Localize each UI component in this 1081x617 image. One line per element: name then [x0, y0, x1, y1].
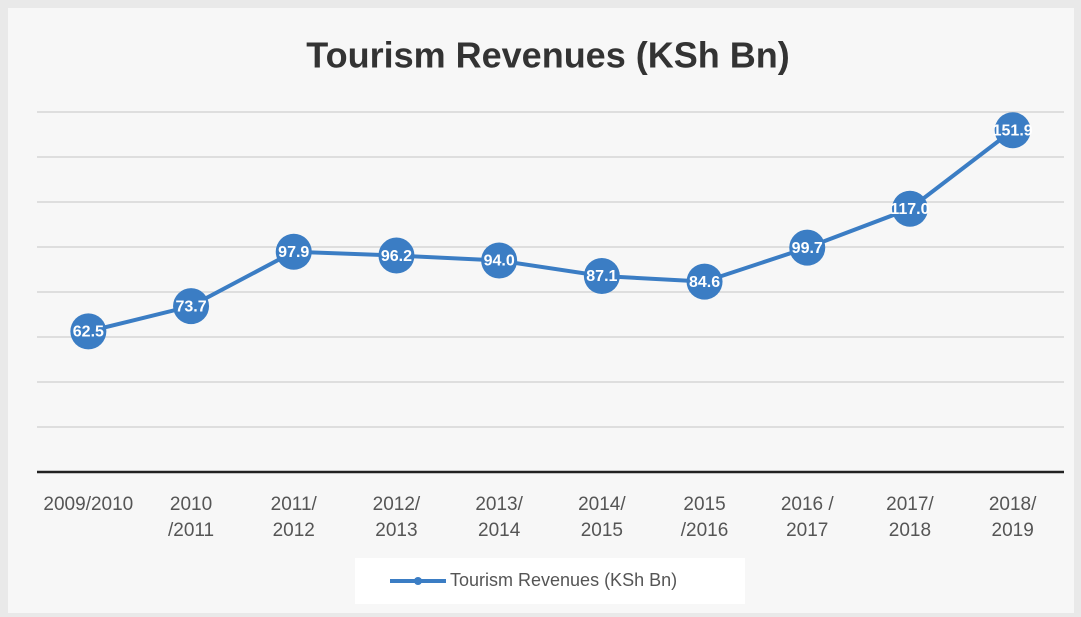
data-point: [789, 229, 826, 266]
x-tick-label: 2014/ 2015: [578, 494, 626, 541]
data-point: [275, 233, 312, 270]
data-label: 62.5: [73, 324, 104, 341]
data-point: [173, 288, 210, 325]
x-tick-label: 2010 /2011: [167, 494, 215, 541]
data-point: [481, 242, 518, 279]
x-tick-label: 2016 / 2017: [780, 494, 834, 541]
x-tick-label: 2009/2010: [43, 494, 134, 515]
series-line: [87, 128, 1014, 334]
x-tick-label: 2015 /2016: [680, 494, 729, 541]
data-point: [994, 112, 1031, 149]
data-label: 117.0: [890, 201, 929, 218]
data-point: [70, 313, 107, 350]
data-point: [583, 258, 620, 295]
data-label: 97.9: [278, 244, 309, 261]
x-tick-label: 2017/ 2018: [886, 494, 934, 541]
chart-title: Tourism Revenues (KSh Bn): [306, 35, 789, 76]
x-tick-label: 2018/ 2019: [988, 494, 1037, 541]
data-point: [686, 263, 723, 300]
data-label: 94.0: [484, 253, 515, 270]
x-tick-label: 2013/ 2014: [475, 494, 523, 541]
data-point: [378, 237, 415, 274]
x-tick-label: 2012/ 2013: [372, 494, 421, 541]
x-tick-label: 2011/ 2012: [270, 494, 317, 541]
legend-label: Tourism Revenues (KSh Bn): [450, 570, 677, 590]
data-label: 99.7: [792, 240, 823, 257]
data-point: [891, 190, 928, 227]
data-label: 151.9: [993, 122, 1033, 139]
data-label: 73.7: [175, 298, 206, 315]
legend-marker: [414, 577, 422, 585]
data-label: 87.1: [586, 268, 617, 285]
data-label: 96.2: [381, 248, 412, 265]
data-label: 84.6: [689, 274, 720, 291]
